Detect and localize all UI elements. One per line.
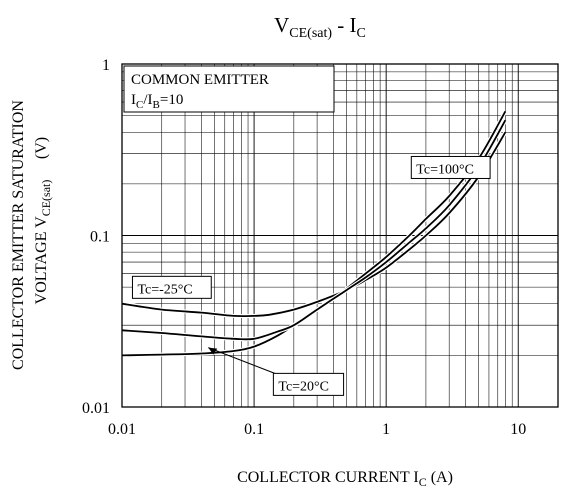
y-axis-label-line-1: COLLECTOR EMITTER SATURATION <box>10 100 27 370</box>
series-label-text: Tc=100°C <box>416 162 474 177</box>
chart-title: VCE(sat) - IC <box>274 13 366 41</box>
series-label-tc-100-c: Tc=100°C <box>410 155 491 179</box>
conditions-box: COMMON EMITTER IC/IB=10 <box>123 65 335 113</box>
series-halo <box>121 119 508 342</box>
series-label-tc-25-c: Tc=-25°C <box>131 275 212 299</box>
x-axis-label: COLLECTOR CURRENT IC (A) <box>237 469 453 489</box>
y-axis-unit: (V) <box>33 137 50 159</box>
conditions-line-2: IC/IB=10 <box>131 92 183 111</box>
series-labels: Tc=100°C Tc=-25°C Tc=20°C <box>131 155 491 396</box>
x-tick-label: 0.1 <box>244 421 264 438</box>
series-label-box <box>410 155 491 179</box>
y-axis-label-line-2: VOLTAGE VCE(sat) <box>33 180 53 305</box>
x-tick-label: 10 <box>510 421 526 438</box>
series-label-tc-20-c: Tc=20°C <box>208 347 345 396</box>
series-label-text: Tc=-25°C <box>137 282 192 297</box>
series-label-box <box>131 275 212 299</box>
conditions-line-1: COMMON EMITTER <box>131 72 269 88</box>
y-tick-label: 0.01 <box>82 400 110 417</box>
series-label-box <box>272 372 345 396</box>
series-line-tc-100-c <box>121 110 507 357</box>
arrow-head <box>208 347 218 355</box>
grid-lines <box>121 63 559 408</box>
series-line-tc-25-c <box>121 131 507 318</box>
x-tick-label: 1 <box>382 421 390 438</box>
y-tick-label: 0.1 <box>90 229 110 246</box>
series-label-text: Tc=20°C <box>278 379 329 394</box>
series-line-tc-20-c <box>121 119 507 341</box>
x-tick-label: 0.01 <box>108 421 136 438</box>
series-halo <box>121 110 508 358</box>
plot-frame <box>121 63 559 408</box>
x-tick-labels: 0.01 0.1 1 10 <box>108 421 526 438</box>
y-tick-label: 1 <box>102 57 110 74</box>
y-tick-labels: 0.01 0.1 1 <box>82 57 110 417</box>
arrow-line <box>208 347 278 375</box>
series-curves <box>121 110 508 358</box>
